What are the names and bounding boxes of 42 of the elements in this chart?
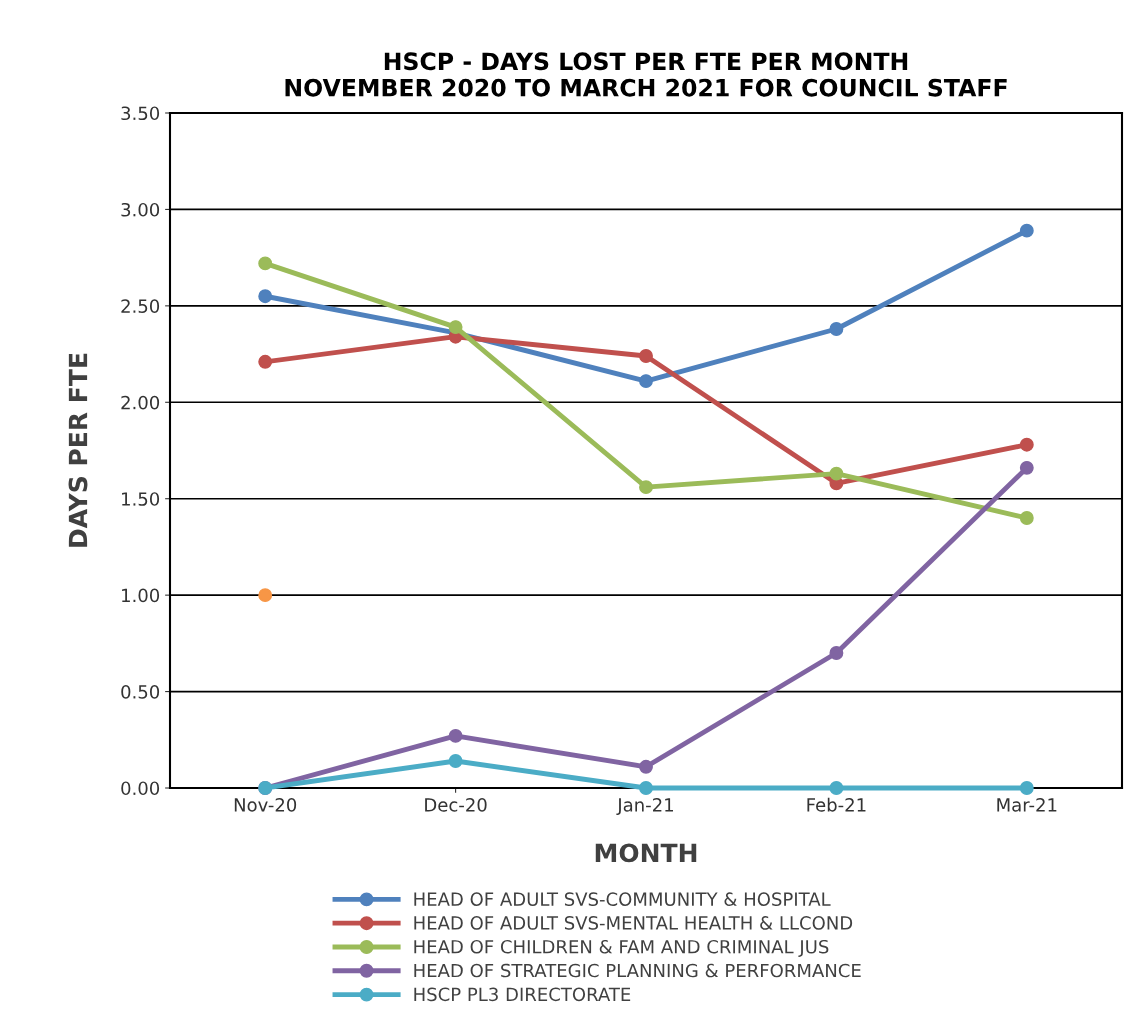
- x-tick-label: Nov-20: [234, 798, 297, 812]
- point: [258, 354, 273, 369]
- y-tick-label: 2.50: [121, 299, 160, 313]
- point: [639, 349, 653, 363]
- legend-label: HEAD OF CHILDREN & FAM AND CRIMINAL JUS: [414, 939, 829, 957]
- legend-label: HEAD OF ADULT SVS-MENTAL HEALTH & LLCOND: [414, 916, 853, 930]
- y-tick-label: 1.00: [122, 588, 160, 603]
- y-tick-label: 2.00: [121, 395, 160, 410]
- point: [829, 466, 844, 481]
- x-tick-label: Mar-21: [997, 798, 1057, 812]
- chart-title: HSCP - DAYS LOST PER FTE PER MONTH NOVEMBER 2020 TO MARCH 2021 FOR COUNCIL STAFF: [285, 52, 1007, 97]
- point: [258, 588, 273, 603]
- point: [829, 646, 844, 660]
- x-tick-label: Feb-21: [807, 797, 866, 812]
- point: [258, 256, 273, 271]
- point: [639, 480, 653, 495]
- y-tick-label: 1.50: [122, 492, 160, 506]
- y-tick-label: 0.00: [121, 781, 160, 796]
- y-axis-title: DAYS PER FTE: [68, 353, 88, 547]
- point: [639, 759, 653, 774]
- y-tick-label: 0.50: [121, 685, 160, 699]
- y-tick-label: 3.00: [121, 202, 160, 217]
- point: [829, 781, 844, 795]
- legend-label: HEAD OF ADULT SVS-COMMUNITY & HOSPITAL: [414, 892, 831, 906]
- point: [448, 320, 463, 335]
- y-tick-label: 3.50: [121, 106, 160, 121]
- point: [258, 289, 273, 304]
- point: [448, 754, 463, 768]
- point: [1019, 223, 1034, 238]
- point: [1019, 437, 1034, 452]
- point: [1019, 781, 1034, 795]
- x-axis-title: MONTH: [595, 843, 697, 863]
- point: [639, 374, 653, 389]
- legend-label: HSCP PL3 DIRECTORATE: [414, 987, 631, 1002]
- legend-label: HEAD OF STRATEGIC PLANNING & PERFORMANCE: [414, 963, 861, 978]
- point: [829, 322, 844, 336]
- x-tick-label: Jan-21: [616, 798, 673, 816]
- x-tick-label: Dec-20: [425, 798, 487, 812]
- point: [448, 728, 463, 743]
- point: [1019, 460, 1034, 475]
- point: [639, 781, 653, 795]
- point: [1019, 511, 1034, 525]
